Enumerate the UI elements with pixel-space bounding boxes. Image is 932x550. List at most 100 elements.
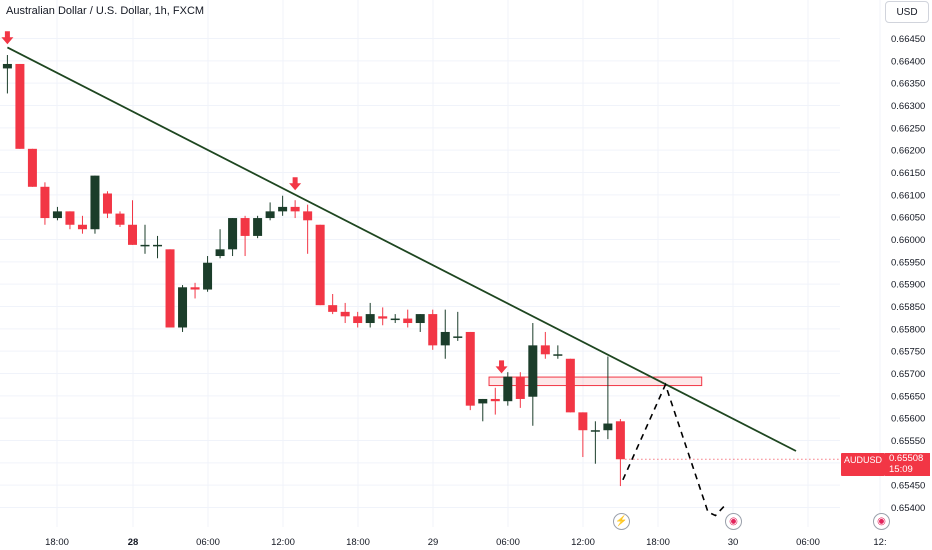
price-tick-label: 0.66100 [891, 190, 925, 201]
candle-bearish [515, 372, 525, 408]
candle-bearish [340, 302, 350, 324]
badge-countdown: 15:09 [889, 464, 913, 475]
time-tick-label: 18:00 [646, 537, 670, 548]
price-tick-label: 0.65900 [891, 280, 925, 291]
flag-event-icon[interactable]: ◉ [873, 513, 890, 530]
candles [2, 55, 625, 487]
candle-bearish [315, 224, 325, 306]
candle-body [15, 63, 25, 149]
candle-bearish [190, 282, 200, 299]
candle-body [215, 249, 225, 257]
candle-body [203, 262, 213, 290]
down-arrow-icon [289, 177, 302, 191]
candle-body [115, 213, 125, 225]
candle-bearish [240, 215, 250, 257]
candle-bearish [378, 307, 388, 326]
candle-bearish [15, 63, 25, 149]
candle-body [528, 345, 538, 397]
projection-path [622, 382, 725, 517]
candle-body [390, 318, 400, 321]
candle-bearish [540, 331, 550, 359]
price-tick-label: 0.65700 [891, 369, 925, 380]
candle-bearish [65, 211, 75, 230]
price-tick-label: 0.65800 [891, 324, 925, 335]
candle-body [65, 211, 75, 225]
drawings [1, 31, 840, 517]
candle-body [77, 224, 87, 230]
candle-body [365, 314, 375, 324]
candle-bullish [365, 302, 375, 328]
candle-bullish [453, 311, 463, 341]
down-arrow-icon [495, 360, 508, 374]
candle-bullish [52, 206, 62, 221]
candle-body [153, 244, 163, 247]
candle-bullish [440, 309, 450, 359]
candle-bearish [328, 293, 338, 315]
time-tick-label: 12: [873, 537, 886, 548]
time-axis: 18:00 28 06:00 12:00 18:00 29 06:00 12:00 18:00 3… [45, 537, 887, 548]
candle-bearish [40, 182, 50, 225]
candle-body [440, 331, 450, 346]
time-tick-label: 06:00 [796, 537, 820, 548]
flash-event-icon[interactable]: ⚡ [613, 513, 630, 530]
price-tick-label: 0.65750 [891, 347, 925, 358]
time-tick-label: 29 [428, 537, 439, 548]
candle-body [515, 376, 525, 399]
flag-event-icon[interactable]: ◉ [725, 513, 742, 530]
candle-body [565, 358, 575, 413]
candle-bullish [140, 224, 150, 254]
candle-bearish [290, 200, 300, 219]
candle-bearish [303, 204, 313, 254]
price-tick-label: 0.66150 [891, 168, 925, 179]
candle-body [27, 148, 37, 187]
price-tick-label: 0.66300 [891, 101, 925, 112]
price-tick-label: 0.65850 [891, 302, 925, 313]
candle-bullish [203, 256, 213, 292]
trendline [6, 46, 797, 452]
candle-body [102, 193, 112, 214]
candle-body [190, 287, 200, 290]
time-tick-label: 06:00 [196, 537, 220, 548]
candle-bullish [603, 356, 613, 440]
candle-bullish [415, 314, 425, 332]
candle-body [503, 376, 513, 402]
candle-body [128, 224, 137, 245]
candle-bearish [115, 211, 125, 227]
candle-bearish [102, 191, 112, 219]
price-tick-label: 0.65450 [891, 481, 925, 492]
resistance-zone-rect [488, 376, 703, 387]
candle-body [490, 398, 500, 402]
candle-bullish [478, 398, 488, 422]
price-tick-label: 0.66200 [891, 146, 925, 157]
time-tick-label: 28 [128, 537, 139, 548]
candle-body [415, 314, 425, 324]
price-tick-label: 0.66250 [891, 123, 925, 134]
candle-body [378, 316, 388, 319]
candle-bullish [178, 285, 188, 332]
candle-body [353, 316, 363, 324]
candle-body [165, 249, 175, 328]
time-tick-label: 30 [728, 537, 739, 548]
candle-bullish [265, 202, 275, 221]
candle-body [140, 244, 150, 247]
down-arrow-icon [1, 31, 14, 45]
candle-bearish [490, 387, 500, 415]
candle-bullish [153, 235, 163, 259]
candle-body [290, 206, 300, 212]
candle-body [603, 423, 613, 431]
currency-button[interactable]: USD [885, 1, 929, 23]
candle-body [315, 224, 325, 306]
candle-bearish [27, 148, 37, 187]
price-tick-label: 0.65600 [891, 414, 925, 425]
time-tick-label: 18:00 [45, 537, 69, 548]
candle-body [2, 63, 12, 69]
candle-body [265, 211, 275, 219]
candle-body [328, 305, 338, 312]
time-tick-label: 12:00 [271, 537, 295, 548]
candle-body [453, 336, 463, 338]
candle-bearish [565, 358, 575, 413]
candle-body [178, 287, 188, 328]
candle-bullish [590, 421, 600, 464]
candle-bullish [215, 229, 225, 259]
